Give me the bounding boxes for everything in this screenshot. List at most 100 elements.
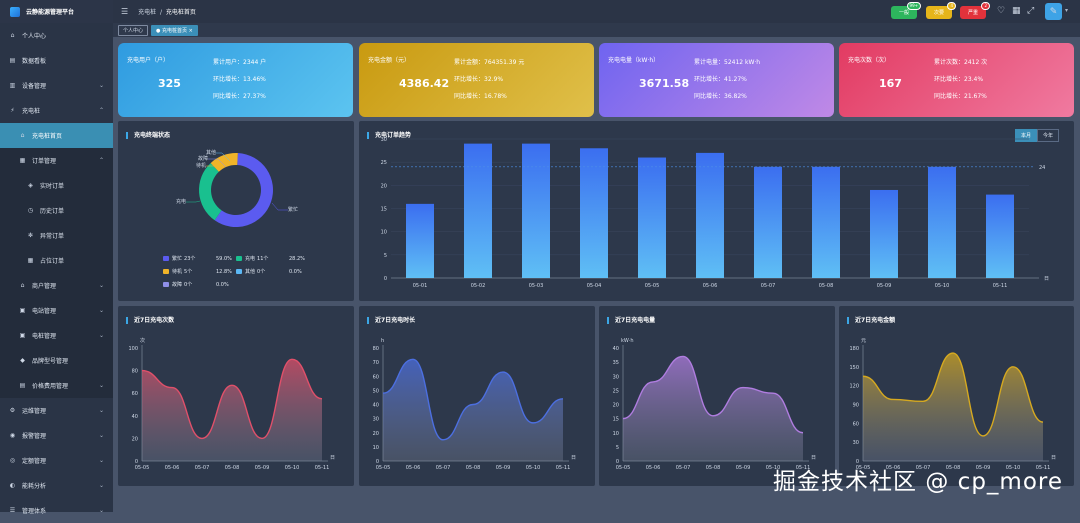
y-tick-label: 20	[132, 436, 138, 442]
bar-05-11[interactable]	[986, 195, 1014, 278]
sidebar-item[interactable]: ⌂充电桩首页	[0, 123, 113, 148]
y-tick-label: 80	[132, 369, 138, 375]
legend-label: 其他	[245, 268, 255, 275]
legend-count: 23个	[184, 255, 195, 262]
sidebar-item-label: 定额管理	[22, 456, 46, 465]
bar-05-09[interactable]	[870, 190, 898, 278]
sidebar-item[interactable]: ✻异常订单	[0, 223, 113, 248]
chevron-up-icon: ⌃	[99, 157, 104, 164]
card-value: 4386.42	[399, 77, 449, 90]
x-tick-label: 05-07	[761, 283, 776, 289]
sidebar-item[interactable]: ▣电桩管理⌄	[0, 323, 113, 348]
y-tick-label: 20	[381, 183, 387, 189]
qr-icon[interactable]: ▦	[1012, 6, 1021, 16]
sidebar-item-label: 个人中心	[22, 31, 46, 40]
x-tick-label: 05-06	[646, 465, 661, 471]
sidebar-item[interactable]: ▤价格费用管理⌄	[0, 373, 113, 398]
sidebar-item[interactable]: ⚙运维管理⌄	[0, 398, 113, 423]
bar-05-02[interactable]	[464, 144, 492, 278]
legend-swatch	[236, 269, 242, 274]
breadcrumb-item[interactable]: 充电桩	[138, 9, 156, 16]
card-stat: 环比增长：23.4%	[934, 74, 983, 83]
sidebar-item[interactable]: ◷历史订单	[0, 198, 113, 223]
app-logo[interactable]: 云静能源管理平台	[0, 0, 113, 23]
bar-05-08[interactable]	[812, 167, 840, 278]
pie-label: 故障	[198, 155, 208, 162]
card-value: 167	[879, 77, 902, 90]
bar-05-10[interactable]	[928, 167, 956, 278]
legend-count: 5个	[184, 268, 192, 275]
x-tick-label: 05-02	[471, 283, 486, 289]
sidebar-item-label: 能耗分析	[22, 481, 46, 490]
sidebar-item-label: 报警管理	[22, 431, 46, 440]
sidebar-item[interactable]: ▦占位订单	[0, 248, 113, 273]
sidebar-item[interactable]: ◉报警管理⌄	[0, 423, 113, 448]
bar-05-03[interactable]	[522, 144, 550, 278]
y-tick-label: 35	[613, 360, 619, 366]
sidebar-item-label: 实时订单	[40, 181, 64, 190]
chevron-up-icon: ⌃	[99, 107, 104, 114]
alert-button-label: 一般	[899, 9, 909, 16]
bar-05-07[interactable]	[754, 167, 782, 278]
sidebar-item[interactable]: ☰管理体系⌄	[0, 498, 113, 523]
quota-icon: ◎	[8, 457, 17, 464]
shirt-icon[interactable]: ♡	[997, 6, 1005, 16]
bar-05-01[interactable]	[406, 204, 434, 278]
chevron-down-icon: ⌄	[99, 457, 104, 464]
sidebar-item[interactable]: ▦订单管理⌃	[0, 148, 113, 173]
close-icon[interactable]: ×	[189, 28, 193, 34]
x-tick-label: 05-05	[135, 465, 150, 471]
chevron-down-icon[interactable]: ▾	[1065, 7, 1068, 14]
sidebar-item[interactable]: ⚡充电桩⌃	[0, 98, 113, 123]
pie-slice-充电[interactable]	[199, 163, 222, 220]
sidebar-item[interactable]: ◐能耗分析⌄	[0, 473, 113, 498]
legend-swatch	[163, 282, 169, 287]
x-tick-label: 05-09	[736, 465, 751, 471]
x-tick-label: 05-06	[165, 465, 180, 471]
menu-toggle-icon[interactable]: ☰	[121, 7, 128, 16]
sidebar-item[interactable]: ▣电站管理⌄	[0, 298, 113, 323]
legend-label: 充电	[245, 255, 255, 262]
avatar[interactable]: ✎	[1045, 3, 1062, 20]
sidebar-item[interactable]: ◆品牌型号管理	[0, 348, 113, 373]
x-tick-label: 05-07	[195, 465, 210, 471]
x-tick-label: 05-06	[406, 465, 421, 471]
x-tick-label: 05-06	[703, 283, 718, 289]
bar-05-05[interactable]	[638, 158, 666, 278]
y-tick-label: 20	[613, 403, 619, 409]
fullscreen-icon[interactable]: ⤢	[1027, 6, 1034, 16]
tab-personal[interactable]: 个人中心	[118, 25, 148, 36]
sidebar-item[interactable]: ◈实时订单	[0, 173, 113, 198]
pie-label: 繁忙	[288, 206, 298, 213]
bar-05-04[interactable]	[580, 148, 608, 278]
sidebar-item[interactable]: ⌂个人中心	[0, 23, 113, 48]
system-icon: ☰	[8, 507, 17, 514]
sidebar-item[interactable]: ▤数据看板	[0, 48, 113, 73]
sidebar-item[interactable]: ▥设备管理⌄	[0, 73, 113, 98]
card-value: 3671.58	[639, 77, 689, 90]
sidebar-item[interactable]: ⌂商户管理⌄	[0, 273, 113, 298]
x-tick-label: 05-08	[466, 465, 481, 471]
bar-05-06[interactable]	[696, 153, 724, 278]
pie-leader	[272, 203, 288, 210]
x-tick-label: 05-03	[529, 283, 544, 289]
card-stat: 环比增长：32.9%	[454, 74, 503, 83]
tab-charger-home[interactable]: ● 充电桩首页 ×	[151, 25, 198, 36]
x-tick-label: 05-08	[819, 283, 834, 289]
sidebar-item[interactable]: ◎ 定额管理 ⌄	[0, 448, 113, 473]
x-axis-unit: 日	[571, 455, 576, 461]
